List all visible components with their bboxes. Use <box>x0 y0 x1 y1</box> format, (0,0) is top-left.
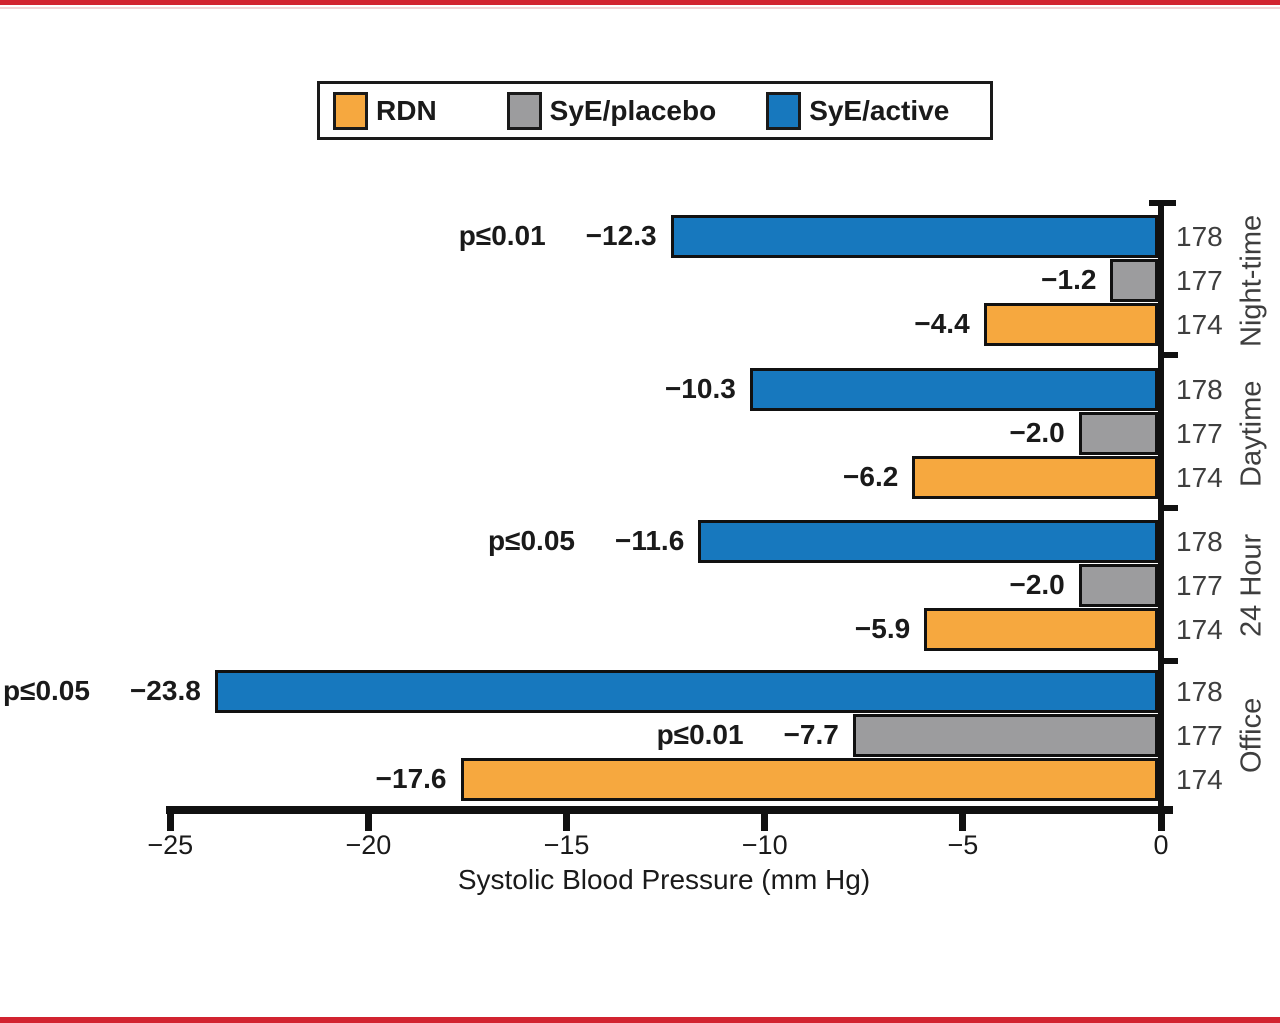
bar-value-label: −1.2 <box>1041 264 1097 295</box>
legend-swatch-icon <box>766 91 802 130</box>
sample-size-label: 174 <box>1176 309 1223 340</box>
sample-size-label: 178 <box>1176 526 1223 557</box>
bar-value-label: −7.7 <box>783 719 839 750</box>
bar-value-label: −2.0 <box>1009 417 1065 448</box>
x-axis-tick-label: −20 <box>345 830 392 860</box>
p-value-label: p≤0.05 <box>488 525 575 556</box>
sample-size-label: 177 <box>1176 265 1223 296</box>
top-red-stripe <box>0 7 1280 9</box>
bar-24-hour-sye-active <box>698 520 1158 563</box>
bar-24-hour-rdn <box>924 608 1158 651</box>
sample-size-label: 178 <box>1176 676 1223 707</box>
bar-value-label: −6.2 <box>843 461 899 492</box>
category-label-24-hour: 24 Hour <box>1235 533 1268 638</box>
x-axis-tick <box>166 806 174 831</box>
x-axis-tick <box>1157 806 1165 831</box>
bar-value-label: −11.6 <box>614 525 685 556</box>
bottom-red-border <box>0 1017 1280 1023</box>
group-boundary-tick <box>1158 505 1178 511</box>
legend-item-rdn: RDN <box>333 91 437 130</box>
p-value-label: p≤0.01 <box>458 220 546 251</box>
x-axis-tick-label: −10 <box>741 830 788 860</box>
group-boundary-tick <box>1158 352 1178 358</box>
bar-value-labels: p≤0.01 −7.7 <box>657 719 839 751</box>
bar-value-label: −2.0 <box>1009 569 1065 600</box>
x-axis-tick <box>959 806 967 831</box>
x-axis-tick-label: −25 <box>147 830 194 860</box>
bar-value-labels: −2.0 <box>1009 569 1064 601</box>
bar-value-labels: −5.9 <box>855 613 910 645</box>
x-axis-tick-label: −5 <box>947 830 979 860</box>
x-axis-title: Systolic Blood Pressure (mm Hg) <box>457 864 871 895</box>
bar-daytime-sye-active <box>749 368 1158 411</box>
bar-value-labels: p≤0.01 −12.3 <box>459 220 657 252</box>
legend-swatch-icon <box>333 91 368 130</box>
group-boundary-tick <box>1158 658 1178 664</box>
sample-size-label: 174 <box>1176 462 1223 493</box>
sample-size-label: 177 <box>1176 418 1223 449</box>
x-axis-tick <box>563 806 571 831</box>
sample-size-label: 178 <box>1176 374 1223 405</box>
bar-value-label: −17.6 <box>375 763 447 794</box>
legend-item-sye-active: SyE/active <box>766 91 950 130</box>
x-axis-tick-label: −15 <box>543 830 590 860</box>
sample-size-label: 177 <box>1176 720 1223 751</box>
bar-office-rdn <box>460 758 1158 801</box>
bar-value-label: −4.4 <box>914 308 970 339</box>
legend-label: RDN <box>376 94 437 126</box>
x-axis-tick <box>761 806 769 831</box>
top-red-border <box>0 0 1280 5</box>
bar-value-label: −10.3 <box>664 373 736 404</box>
bar-night-time-sye-placebo <box>1110 259 1158 302</box>
bar-24-hour-sye-placebo <box>1078 564 1158 607</box>
legend-item-sye-placebo: SyE/placebo <box>506 91 717 130</box>
sample-size-label: 178 <box>1176 221 1223 252</box>
bar-value-labels: −10.3 <box>665 373 736 405</box>
bar-value-labels: p≤0.05 −23.8 <box>3 675 201 707</box>
p-value-label: p≤0.01 <box>656 719 744 750</box>
legend-label: SyE/active <box>809 94 950 126</box>
x-axis-line <box>166 806 1173 814</box>
bar-value-label: −23.8 <box>129 675 201 706</box>
x-axis-tick <box>364 806 372 831</box>
bar-night-time-rdn <box>983 303 1158 346</box>
bar-value-labels: −17.6 <box>376 763 447 795</box>
bar-value-labels: −1.2 <box>1041 264 1096 296</box>
bar-night-time-sye-active <box>670 215 1158 258</box>
sample-size-label: 174 <box>1176 614 1223 645</box>
bar-value-labels: −4.4 <box>914 308 969 340</box>
bar-value-label: −12.3 <box>585 220 657 251</box>
legend: RDN SyE/placebo SyE/active <box>317 81 993 140</box>
category-label-night-time: Night-time <box>1235 214 1268 347</box>
right-axis-top-cap <box>1149 200 1176 206</box>
bar-value-label: −5.9 <box>854 613 911 644</box>
x-axis-tick-label: 0 <box>1153 830 1169 860</box>
bar-value-labels: −6.2 <box>843 461 898 493</box>
category-label-daytime: Daytime <box>1235 380 1268 487</box>
bar-office-sye-active <box>214 670 1158 713</box>
bar-value-labels: −2.0 <box>1009 417 1064 449</box>
legend-label: SyE/placebo <box>549 94 717 126</box>
bar-daytime-sye-placebo <box>1078 412 1158 455</box>
sample-size-label: 174 <box>1176 764 1223 795</box>
p-value-label: p≤0.05 <box>2 675 90 706</box>
sample-size-label: 177 <box>1176 570 1223 601</box>
bar-daytime-rdn <box>912 456 1158 499</box>
bar-value-labels: p≤0.05 −11.6 <box>488 525 684 557</box>
legend-swatch-icon <box>506 91 542 130</box>
category-label-office: Office <box>1235 697 1268 774</box>
bar-office-sye-placebo <box>852 714 1158 757</box>
